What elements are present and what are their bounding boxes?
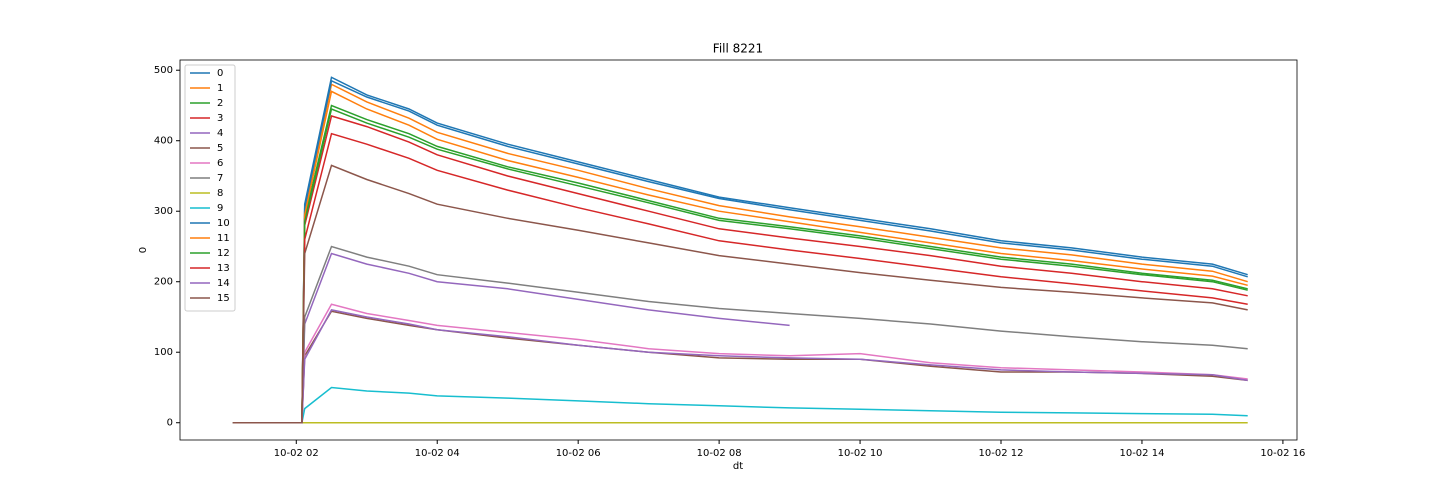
y-tick-label: 100 [154,347,173,358]
legend-label: 4 [217,128,223,139]
x-tick-label: 10-02 08 [697,448,742,459]
x-tick-label: 10-02 10 [838,448,883,459]
legend-label: 10 [217,218,230,229]
series-line [232,76,1248,424]
series-line [232,386,1248,424]
series-line [232,132,1248,424]
legend-label: 8 [217,188,223,199]
legend-label: 13 [217,263,230,274]
legend-label: 0 [217,68,223,79]
legend-label: 6 [217,158,223,169]
legend-box [184,64,236,312]
legend-label: 5 [217,143,223,154]
x-tick-label: 10-02 16 [1260,448,1305,459]
chart-title: Fill 8221 [713,42,763,56]
x-tick-label: 10-02 06 [556,448,601,459]
x-tick-label: 10-02 04 [415,448,460,459]
legend-label: 2 [217,98,223,109]
legend-label: 12 [217,248,230,259]
x-tick-label: 10-02 12 [979,448,1024,459]
y-tick-label: 400 [154,136,173,147]
y-axis-label: 0 [138,247,149,253]
y-tick-label: 300 [154,206,173,217]
legend-label: 15 [217,293,230,304]
y-tick-label: 0 [167,418,173,429]
plot-frame [179,59,1298,441]
series-line [232,107,1248,424]
legend-label: 1 [217,83,223,94]
legend-label: 7 [217,173,223,184]
x-tick-label: 10-02 02 [274,448,319,459]
series-line [232,164,1248,424]
series-line [232,115,1248,424]
y-tick-label: 200 [154,277,173,288]
legend-label: 9 [217,203,223,214]
legend-label: 3 [217,113,223,124]
legend-label: 11 [217,233,230,244]
legend-label: 14 [217,278,230,289]
series-line [232,303,1248,424]
x-tick-label: 10-02 14 [1119,448,1164,459]
series-line [232,79,1248,424]
series-line [232,309,1248,424]
y-tick-label: 500 [154,65,173,76]
series-line [232,245,1248,424]
x-axis-label: dt [733,461,743,472]
series-line [232,90,1248,424]
series-line [232,104,1248,424]
